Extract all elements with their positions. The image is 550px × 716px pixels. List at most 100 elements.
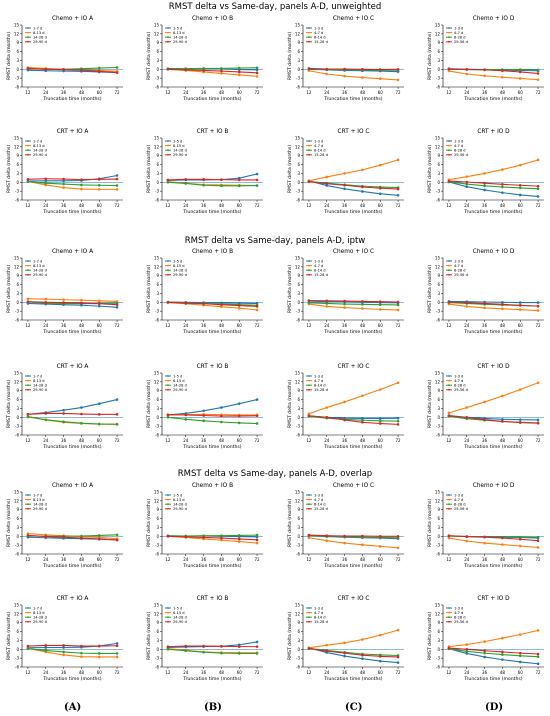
legend-label: 8-28 d [454, 149, 466, 153]
legend-marker [27, 611, 29, 614]
legend-marker [27, 40, 29, 43]
y-tick-label: 3 [156, 291, 159, 296]
data-point [343, 534, 346, 538]
legend-marker [448, 27, 450, 29]
data-point [255, 71, 259, 75]
data-point [166, 178, 170, 182]
y-axis-label: RMST delta (months) [6, 499, 12, 548]
x-tick-label: 60 [378, 90, 384, 95]
y-tick-label: 6 [16, 629, 19, 634]
y-tick-label: 6 [16, 397, 19, 402]
data-point [361, 653, 364, 657]
x-tick-label: 24 [324, 438, 330, 443]
data-point [80, 536, 83, 540]
chart-title: Chemo + IO C [333, 16, 374, 22]
data-point [396, 300, 400, 304]
legend-label: 1-3 d [314, 606, 323, 610]
y-tick-label: 15 [435, 256, 441, 261]
x-tick-label: 24 [183, 557, 189, 562]
y-tick-label: 12 [154, 31, 160, 36]
series-line [448, 629, 539, 648]
data-point [44, 646, 48, 649]
data-point [255, 640, 259, 644]
data-point [343, 651, 346, 655]
data-point [26, 67, 30, 70]
y-tick-label: 0 [156, 180, 159, 185]
y-tick-label: 6 [437, 282, 440, 287]
data-point [255, 66, 259, 70]
x-tick-label: 36 [201, 670, 207, 675]
legend-marker [167, 607, 169, 609]
series-line [167, 181, 258, 187]
y-tick-label: -6 [15, 85, 19, 90]
x-axis-label: Truncation time (months) [42, 96, 101, 102]
data-point [361, 421, 364, 424]
x-tick-label: 24 [464, 438, 470, 443]
data-point [447, 69, 451, 73]
data-point [237, 540, 241, 543]
data-point [202, 419, 205, 423]
x-tick-label: 36 [342, 323, 348, 328]
series-line [167, 534, 258, 537]
y-tick-label: 9 [156, 153, 159, 158]
data-point [536, 652, 540, 656]
legend-marker [167, 144, 169, 147]
legend-marker [448, 611, 450, 614]
x-tick-label: 48 [500, 557, 506, 562]
x-tick-label: 48 [79, 670, 85, 675]
data-point [220, 406, 223, 409]
y-tick-label: -6 [15, 665, 19, 670]
x-tick-label: 12 [25, 90, 31, 95]
legend-label: 8-13 d [33, 611, 45, 615]
legend-marker [167, 264, 169, 267]
legend-marker [448, 140, 450, 142]
data-point [378, 419, 382, 423]
x-tick-label: 12 [165, 557, 171, 562]
data-point [501, 653, 504, 656]
legend-marker [308, 620, 310, 623]
x-tick-label: 60 [237, 557, 243, 562]
y-tick-label: 3 [156, 638, 159, 643]
x-tick-label: 36 [482, 203, 488, 208]
data-point [255, 422, 259, 425]
data-point [325, 182, 329, 186]
legend-marker [167, 149, 169, 152]
x-tick-label: 72 [115, 203, 121, 208]
x-tick-label: 72 [396, 323, 402, 328]
y-tick-label: 15 [435, 371, 441, 376]
x-tick-label: 60 [518, 438, 524, 443]
legend-marker [308, 384, 310, 387]
y-tick-label: 12 [435, 264, 441, 269]
legend-marker [308, 140, 310, 142]
y-tick-label: 15 [295, 603, 301, 608]
legend: 1-5 d6-13 d14-28 d29-90 d [165, 493, 187, 511]
x-tick-label: 24 [324, 203, 330, 208]
x-tick-label: 48 [219, 438, 225, 443]
legend-marker [27, 260, 29, 262]
series-line [448, 648, 539, 658]
data-point [465, 301, 469, 305]
y-tick-label: -3 [155, 543, 159, 548]
legend-label: 4-7 d [454, 611, 463, 615]
data-point [518, 418, 522, 421]
data-point [115, 188, 119, 191]
x-axis-label: Truncation time (months) [182, 329, 241, 335]
x-tick-label: 48 [360, 323, 366, 328]
legend-marker [167, 611, 169, 614]
x-tick-label: 60 [378, 323, 384, 328]
x-tick-label: 12 [306, 203, 312, 208]
legend-label: 15-28 d [314, 273, 328, 277]
series-line [448, 300, 539, 304]
legend-label: 29-90 d [173, 507, 187, 511]
data-point [202, 644, 205, 648]
x-tick-label: 72 [396, 438, 402, 443]
legend-marker [308, 498, 310, 501]
data-point [396, 187, 400, 191]
series-line [27, 399, 118, 415]
data-point [62, 646, 65, 649]
y-axis-label: RMST delta (months) [287, 499, 293, 548]
y-tick-label: 9 [297, 40, 300, 45]
legend-marker [448, 379, 450, 382]
x-tick-label: 72 [115, 438, 121, 443]
